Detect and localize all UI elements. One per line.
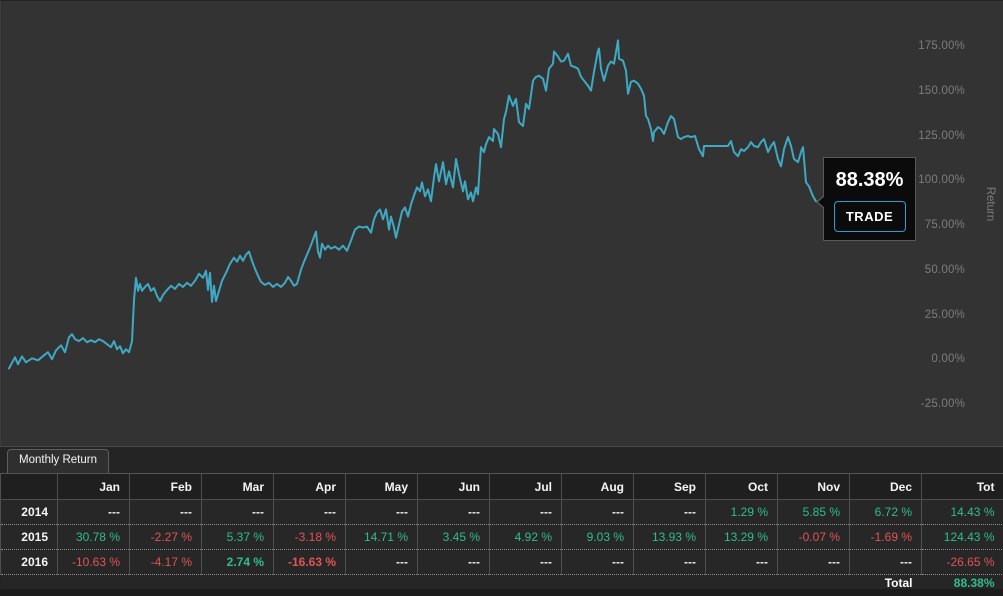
y-axis-tick-label: 50.00% [924, 263, 965, 276]
y-axis-tick-label: 0.00% [931, 353, 965, 366]
monthly-return-cell: --- [633, 499, 706, 525]
monthly-return-cell: 1.29 % [705, 499, 778, 525]
return-tooltip: 88.38% TRADE [816, 157, 916, 241]
monthly-return-cell: --- [201, 499, 274, 525]
return-chart [8, 39, 820, 370]
year-cell: 2016 [0, 549, 58, 575]
trade-button[interactable]: TRADE [833, 201, 906, 232]
monthly-return-cell: --- [489, 499, 562, 525]
monthly-return-cell: 5.37 % [201, 524, 274, 550]
month-header-nov: Nov [777, 473, 850, 500]
table-row-2016: 2016 -10.63 % -4.17 % 2.74 % -16.63 % --- --- -… [0, 549, 1003, 575]
monthly-return-cell: 124.43 % [921, 524, 1003, 550]
year-cell: 2014 [0, 499, 58, 525]
tooltip-return-value: 88.38% [835, 169, 904, 191]
monthly-return-cell: -4.17 % [129, 549, 202, 575]
monthly-return-cell: --- [777, 549, 850, 575]
month-header-feb: Feb [129, 473, 202, 500]
month-header-apr: Apr [273, 473, 346, 500]
table-header-row: Jan Feb Mar Apr May Jun Jul Aug Sep Oct Nov Dec Tot [0, 473, 1003, 500]
month-header-aug: Aug [561, 473, 634, 500]
table-row-2015: 2015 30.78 % -2.27 % 5.37 % -3.18 % 14.71 % 3.… [0, 524, 1003, 550]
y-axis-tick-label: 125.00% [918, 129, 965, 142]
y-axis-tick-label: 150.00% [918, 84, 965, 97]
tooltip-arrow-icon-fill [818, 196, 825, 208]
monthly-return-cell: --- [489, 549, 562, 575]
monthly-return-cell: 13.93 % [633, 524, 706, 550]
total-row: Total 88.38% [0, 574, 1003, 592]
month-header-jun: Jun [417, 473, 490, 500]
total-value: 88.38% [953, 576, 995, 591]
monthly-return-cell: 2.74 % [201, 549, 274, 575]
monthly-return-cell: 3.45 % [417, 524, 490, 550]
month-header-mar: Mar [201, 473, 274, 500]
monthly-return-cell: --- [417, 549, 490, 575]
monthly-return-cell: --- [849, 549, 922, 575]
y-axis-tick-label: 100.00% [918, 174, 965, 187]
monthly-return-cell: -0.07 % [777, 524, 850, 550]
monthly-return-cell: --- [417, 499, 490, 525]
month-header-sep: Sep [633, 473, 706, 500]
y-axis-tick-label: 175.00% [918, 40, 965, 53]
monthly-return-cell: --- [345, 499, 418, 525]
monthly-return-cell: --- [561, 499, 634, 525]
monthly-return-cell: 6.72 % [849, 499, 922, 525]
return-line [8, 39, 820, 370]
monthly-return-cell: --- [57, 499, 130, 525]
monthly-return-cell: --- [129, 499, 202, 525]
monthly-return-cell: -1.69 % [849, 524, 922, 550]
monthly-return-table: Jan Feb Mar Apr May Jun Jul Aug Sep Oct Nov Dec Tot … [0, 473, 1003, 592]
monthly-return-cell: -26.65 % [921, 549, 1003, 575]
corner-header-cell [0, 473, 58, 500]
month-header-jan: Jan [57, 473, 130, 500]
monthly-return-cell: 4.92 % [489, 524, 562, 550]
month-header-may: May [345, 473, 418, 500]
month-header-tot: Tot [921, 473, 1003, 500]
return-chart-panel: 175.00% 150.00% 125.00% 100.00% 75.00% 50.00%… [0, 0, 1003, 446]
table-row-2014: 2014 --- --- --- --- --- --- --- --- --- 1.29 % 5.8… [0, 499, 1003, 525]
monthly-return-cell: 14.71 % [345, 524, 418, 550]
monthly-return-cell: 30.78 % [57, 524, 130, 550]
y-axis-tick-label: -25.00% [920, 398, 965, 411]
monthly-return-cell: --- [345, 549, 418, 575]
monthly-return-cell: 5.85 % [777, 499, 850, 525]
monthly-return-cell: -16.63 % [273, 549, 346, 575]
monthly-return-cell: --- [561, 549, 634, 575]
monthly-return-cell: -2.27 % [129, 524, 202, 550]
month-header-oct: Oct [705, 473, 778, 500]
year-cell: 2015 [0, 524, 58, 550]
month-header-jul: Jul [489, 473, 562, 500]
monthly-return-cell: 13.29 % [705, 524, 778, 550]
y-axis-title: Return [984, 186, 996, 222]
monthly-return-panel: Monthly Return Jan Feb Mar Apr May Jun Jul Aug S… [0, 446, 1003, 596]
monthly-return-cell: --- [705, 549, 778, 575]
month-header-dec: Dec [849, 473, 922, 500]
y-axis-ticks: 175.00% 150.00% 125.00% 100.00% 75.00% 50.00%… [1, 1, 1003, 446]
monthly-return-cell: --- [633, 549, 706, 575]
monthly-return-cell: -3.18 % [273, 524, 346, 550]
monthly-return-cell: 14.43 % [921, 499, 1003, 525]
bottom-strip [0, 589, 1003, 596]
total-label: Total [884, 576, 913, 591]
monthly-return-cell: 9.03 % [561, 524, 634, 550]
monthly-return-cell: --- [273, 499, 346, 525]
tab-monthly-return[interactable]: Monthly Return [7, 449, 109, 473]
monthly-return-cell: -10.63 % [57, 549, 130, 575]
y-axis-tick-label: 75.00% [924, 219, 965, 232]
y-axis-tick-label: 25.00% [924, 308, 965, 321]
